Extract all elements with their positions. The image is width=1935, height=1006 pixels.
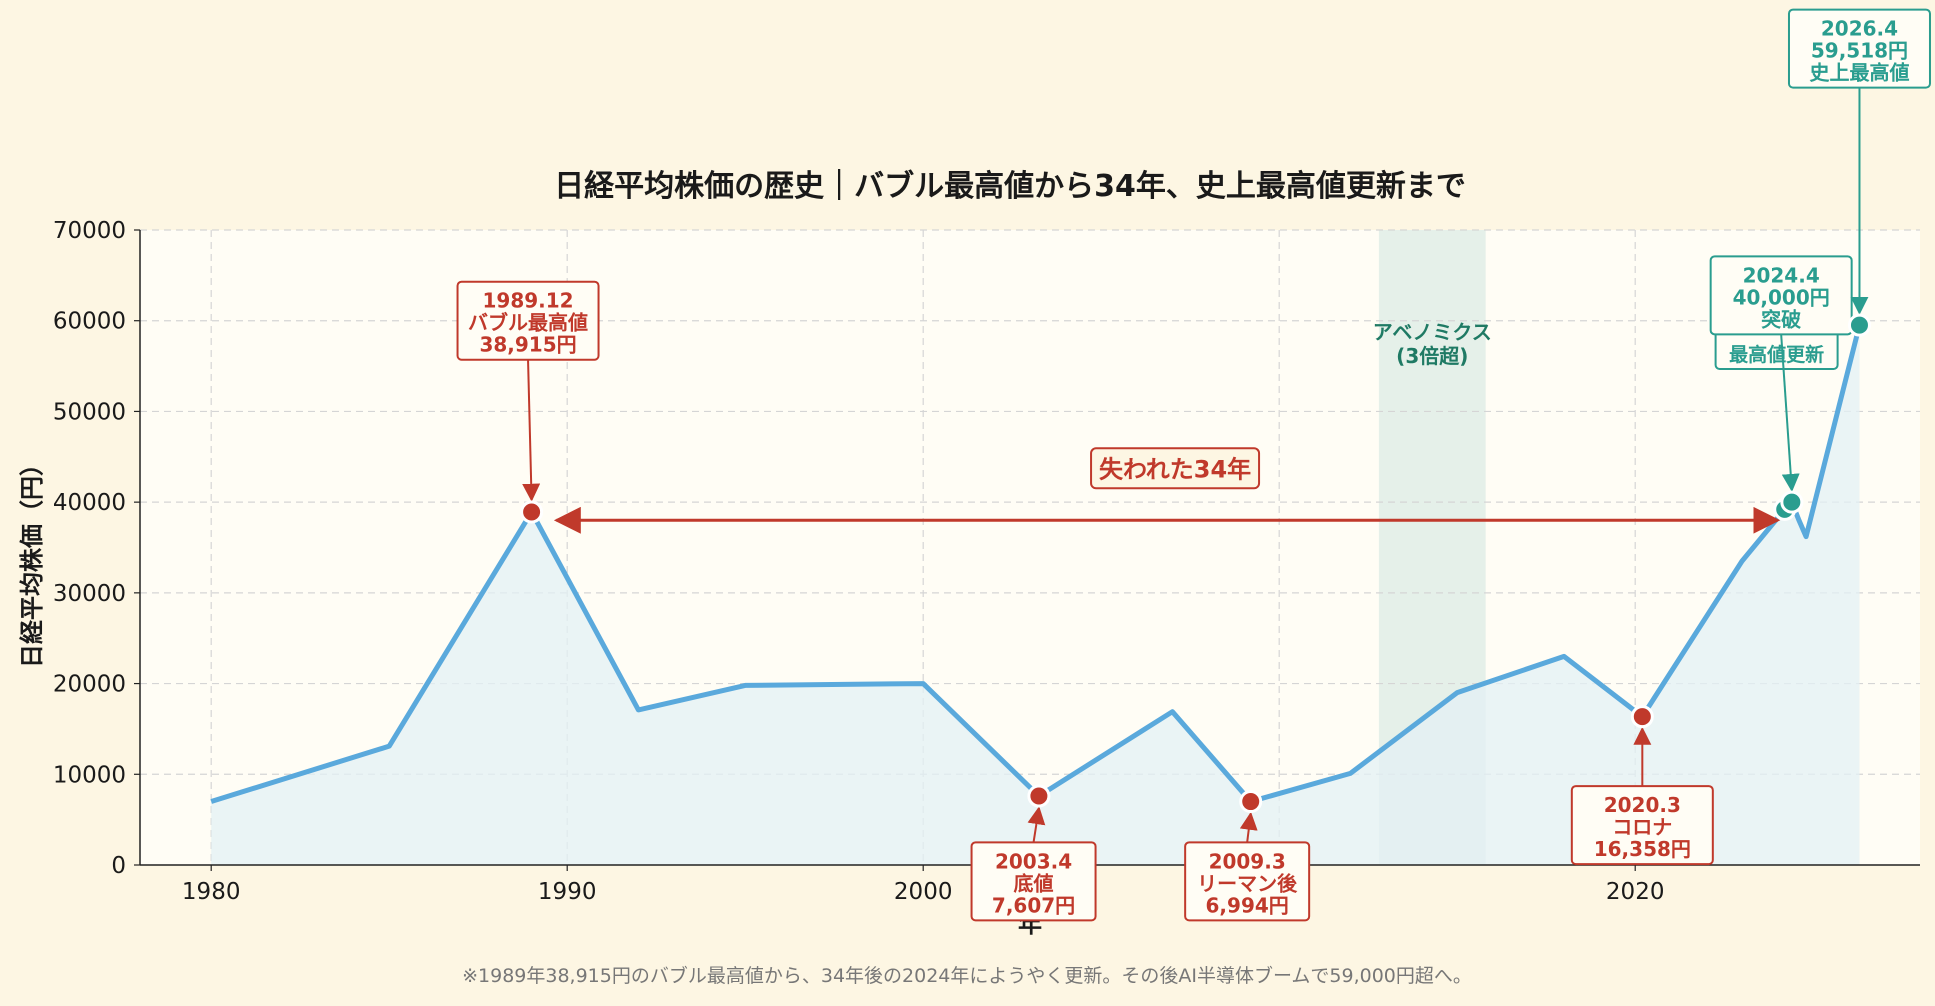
callout-box	[1709, 255, 1853, 336]
callout-label: リーマン後	[1197, 871, 1298, 895]
callout-arrow	[522, 359, 541, 502]
x-tick-label: 2000	[894, 879, 953, 905]
chart-title: 日経平均株価の歴史｜バブル最高値から34年、史上最高値更新まで	[554, 169, 1466, 204]
callout-box	[970, 841, 1097, 922]
callout-box	[1570, 785, 1714, 866]
callout-label: 突破	[1761, 307, 1801, 331]
callout-box	[1787, 8, 1931, 89]
y-tick-label: 20000	[53, 672, 126, 698]
callout-label: 7,607円	[992, 893, 1075, 917]
callout-label: 2024.4	[1743, 263, 1820, 287]
callout-label: 2009.3	[1209, 849, 1286, 873]
callout-arrow	[1027, 806, 1046, 843]
y-axis-label: 日経平均株価（円）	[18, 452, 46, 668]
lost-years-label: 失われた34年	[1099, 455, 1251, 483]
data-point-marker	[1847, 313, 1871, 337]
data-point-marker	[1239, 790, 1263, 814]
callout-label: コロナ	[1612, 815, 1672, 839]
data-point-marker	[1630, 705, 1654, 729]
footnote: ※1989年38,915円のバブル最高値から、34年後の2024年にようやく更新…	[462, 964, 1472, 987]
callout-arrow	[1239, 811, 1258, 843]
y-tick-label: 60000	[53, 309, 126, 335]
y-tick-label: 0	[111, 853, 126, 879]
callout-label: バブル最高値	[468, 311, 588, 335]
callout-label: 38,915円	[479, 333, 576, 357]
abenomics-label: (3倍超)	[1396, 344, 1468, 368]
x-tick-label: 2020	[1606, 879, 1665, 905]
callout-label: 底値	[1014, 871, 1054, 895]
callout-label: 6,994円	[1206, 893, 1289, 917]
data-point-marker	[520, 500, 544, 524]
callout-label: 2020.3	[1604, 793, 1681, 817]
callout-box	[456, 280, 600, 361]
x-tick-label: 1990	[538, 879, 597, 905]
callout-label: 2003.4	[995, 849, 1072, 873]
abenomics-label: アベノミクス	[1373, 320, 1492, 344]
callout-label: 1989.12	[482, 289, 573, 313]
callout-box	[1184, 841, 1311, 922]
y-tick-label: 40000	[53, 490, 126, 516]
y-tick-label: 70000	[53, 218, 126, 244]
x-tick-label: 1980	[182, 879, 241, 905]
callout-label: 史上最高値	[1809, 61, 1909, 85]
hidden-callout-fragment: 最高値更新	[1729, 343, 1824, 366]
callout-label: 40,000円	[1733, 285, 1830, 309]
callout-label: 2026.4	[1821, 17, 1898, 41]
callout-label: 59,518円	[1811, 39, 1908, 63]
lost-years-label-box	[1090, 447, 1261, 490]
area-fill	[211, 325, 1860, 866]
y-tick-label: 10000	[53, 762, 126, 788]
y-tick-label: 50000	[53, 399, 126, 425]
callout-label: 16,358円	[1594, 837, 1691, 861]
callout-arrow	[1780, 334, 1800, 492]
data-point-marker	[1780, 490, 1804, 514]
y-tick-label: 30000	[53, 581, 126, 607]
data-point-marker	[1027, 784, 1051, 808]
